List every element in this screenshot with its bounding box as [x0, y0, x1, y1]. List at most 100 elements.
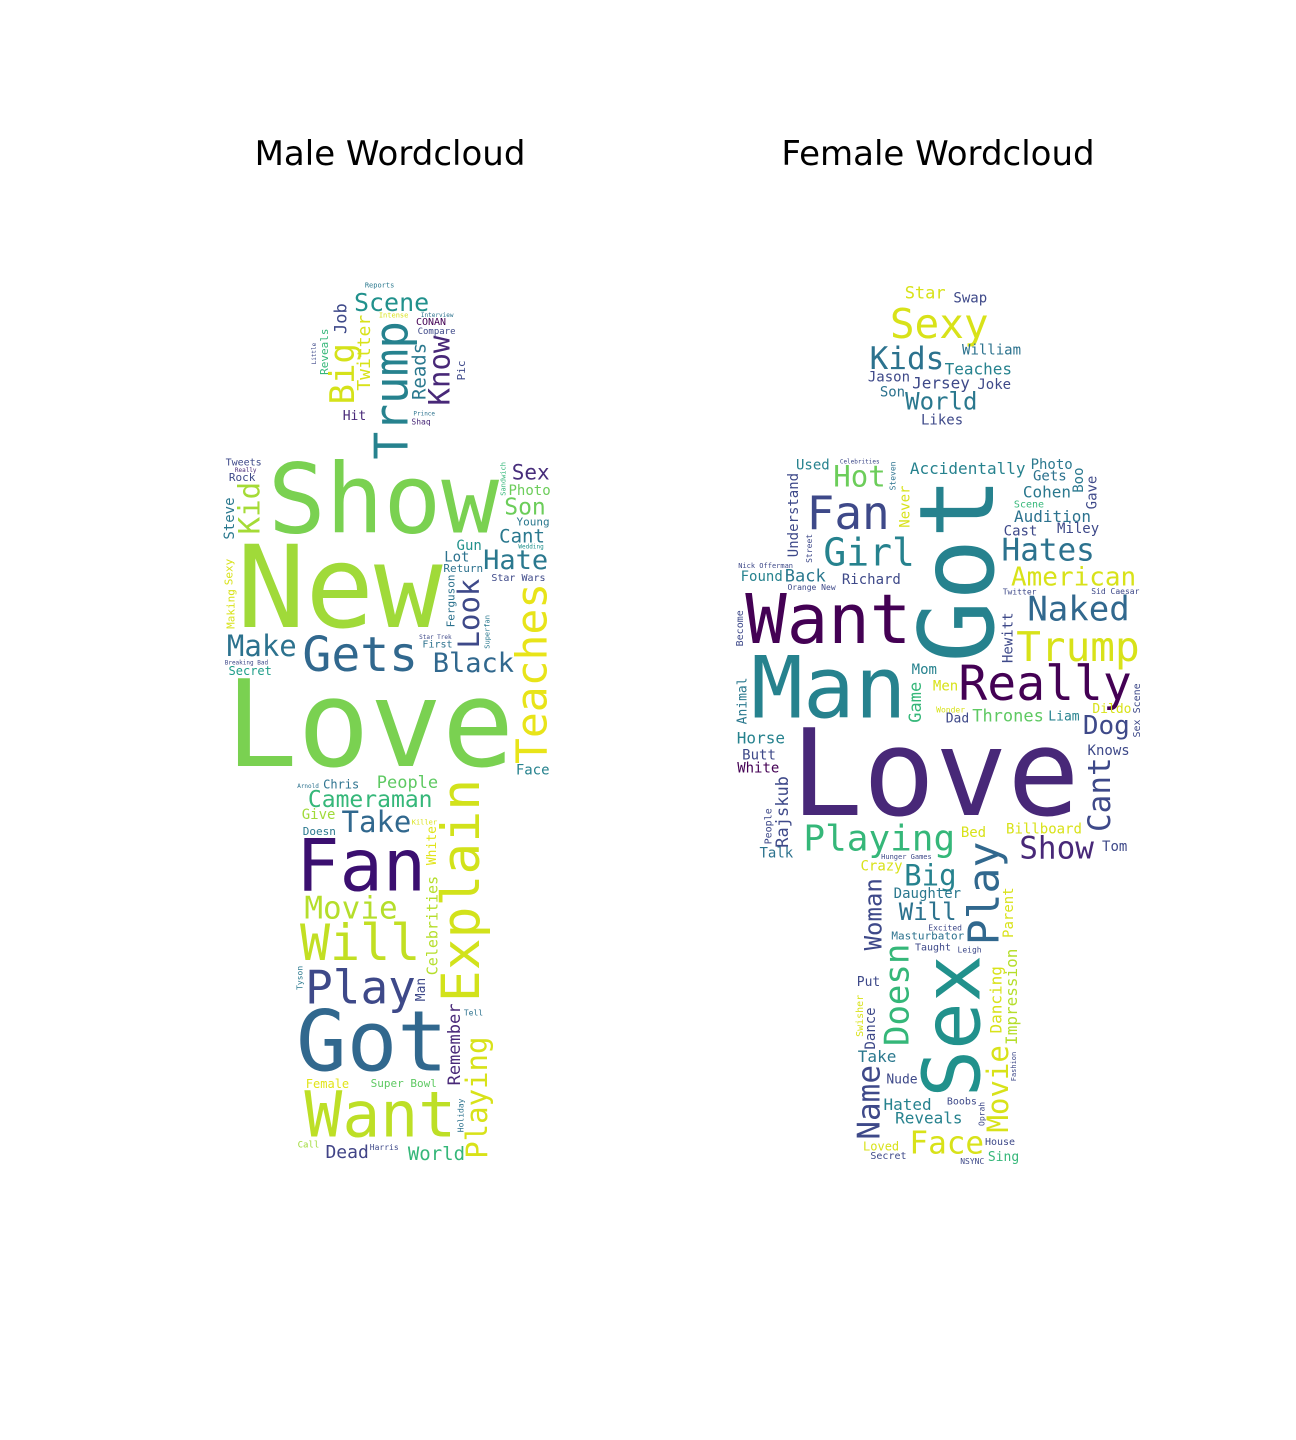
word-game: Game: [906, 682, 926, 723]
word-take: Take: [858, 1047, 897, 1066]
word-know: Know: [423, 335, 457, 405]
word-naked: Naked: [1027, 589, 1129, 629]
word-sid-caesar: Sid Caesar: [1091, 587, 1139, 596]
word-reports: Reports: [365, 282, 395, 290]
word-daughter: Daughter: [894, 886, 961, 902]
word-kids: Kids: [870, 341, 945, 377]
word-son: Son: [880, 385, 905, 401]
word-billboard: Billboard: [1006, 822, 1082, 838]
word-twitter: Twitter: [1003, 587, 1037, 596]
word-hot: Hot: [833, 460, 885, 494]
word-trump: Trump: [364, 321, 418, 459]
word-pic: Pic: [455, 360, 468, 380]
word-man: Man: [751, 639, 906, 739]
word-cast: Cast: [1004, 523, 1038, 539]
word-scene: Scene: [354, 288, 429, 317]
word-chris: Chris: [323, 777, 359, 791]
word-reads: Reads: [409, 343, 431, 400]
word-sex: Sex: [512, 461, 550, 485]
word-gets: Gets: [302, 627, 418, 683]
word-back: Back: [785, 566, 826, 586]
word-wedding: Wedding: [518, 543, 544, 550]
word-sexy: Sexy: [222, 558, 235, 585]
word-never: Never: [897, 486, 913, 528]
word-take: Take: [342, 805, 412, 839]
word-playing: Playing: [803, 819, 955, 860]
word-teaches: Teaches: [945, 359, 1012, 378]
word-teaches: Teaches: [508, 583, 558, 764]
word-doesn: Doesn: [877, 944, 917, 1046]
word-sexy: Sexy: [890, 300, 989, 348]
word-twitter: Twitter: [354, 315, 375, 391]
word-ferguson: Ferguson: [445, 574, 458, 627]
word-remember: Remember: [445, 1004, 465, 1086]
word-big: Big: [904, 858, 956, 892]
word-cant: Cant: [499, 525, 545, 547]
word-american: American: [1011, 562, 1136, 592]
word-tom: Tom: [1102, 839, 1127, 855]
word-house: House: [985, 1137, 1015, 1148]
word-star-wars: Star Wars: [491, 573, 545, 584]
word-movie: Movie: [981, 1045, 1015, 1132]
word-movie: Movie: [304, 890, 397, 926]
word-show: Show: [268, 444, 499, 556]
word-hewitt: Hewitt: [1001, 612, 1017, 663]
word-got: Got: [898, 477, 1018, 663]
word-found: Found: [741, 569, 783, 585]
word-superfan: Superfan: [483, 615, 491, 649]
word-girl: Girl: [823, 530, 915, 574]
word-show: Show: [1019, 831, 1094, 867]
word-white: White: [737, 761, 779, 777]
word-gets: Gets: [1033, 469, 1067, 485]
word-secret: Secret: [870, 1151, 906, 1162]
word-bed: Bed: [961, 825, 986, 841]
word-female: Female: [306, 1077, 349, 1091]
word-reveals: Reveals: [895, 1108, 962, 1127]
word-really: Really: [958, 656, 1131, 712]
word-swap: Swap: [953, 291, 987, 307]
word-celebrities: Celebrities: [424, 876, 442, 975]
word-boobs: Boobs: [947, 1097, 977, 1108]
word-world: World: [905, 387, 977, 415]
word-tell: Tell: [464, 1009, 483, 1018]
word-liam: Liam: [1048, 709, 1079, 724]
word-audition: Audition: [1014, 507, 1091, 526]
word-richard: Richard: [842, 572, 901, 588]
word-understand: Understand: [786, 473, 802, 557]
word-nude: Nude: [886, 1072, 917, 1087]
word-rock: Rock: [229, 471, 256, 484]
word-joke: Joke: [977, 377, 1011, 393]
word-fashion: Fashion: [1010, 1052, 1018, 1082]
word-people: People: [377, 773, 438, 793]
word-steve: Steve: [222, 497, 238, 539]
word-shaq: Shaq: [411, 417, 430, 426]
word-breaking-bad: Breaking Bad: [225, 659, 269, 666]
word-hunger-games: Hunger Games: [881, 853, 932, 861]
word-cant: Cant: [1082, 757, 1118, 832]
word-dance: Dance: [863, 1007, 879, 1049]
word-animal: Animal: [736, 677, 751, 724]
word-used: Used: [796, 458, 830, 474]
word-hate: Hate: [483, 545, 548, 576]
word-sex-scene: Sex Scene: [1132, 683, 1143, 737]
word-harris: Harris: [370, 1143, 399, 1152]
word-job: Job: [332, 303, 352, 334]
word-son: Son: [504, 494, 546, 520]
word-nick-offerman: Nick Offerman: [738, 562, 793, 570]
word-men: Men: [933, 679, 958, 695]
word-william: William: [962, 343, 1021, 359]
word-world: World: [408, 1143, 465, 1165]
word-star-trek: Star Trek: [419, 634, 452, 641]
word-look: Look: [452, 578, 486, 648]
word-jersey: Jersey: [912, 374, 970, 393]
word-celebrities: Celebrities: [840, 459, 880, 466]
word-butt: Butt: [742, 747, 776, 763]
word-sing: Sing: [988, 1150, 1019, 1165]
word-white: White: [425, 826, 440, 865]
word-first: First: [422, 640, 452, 651]
word-will: Will: [899, 898, 957, 926]
word-knows: Knows: [1088, 743, 1130, 759]
word-miley: Miley: [1057, 521, 1099, 537]
word-dancing: Dancing: [987, 966, 1006, 1033]
word-got: Got: [296, 993, 448, 1091]
